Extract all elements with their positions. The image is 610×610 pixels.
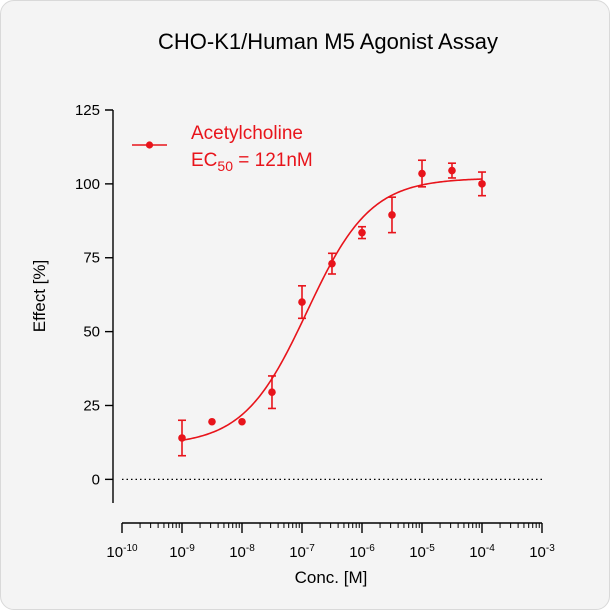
y-tick-label: 0 xyxy=(92,471,100,488)
y-tick-label: 25 xyxy=(83,397,100,414)
x-tick-label-exponent: -9 xyxy=(186,543,195,554)
legend-ec50: EC50 = 121nM xyxy=(191,150,313,174)
data-point xyxy=(178,419,186,457)
data-marker xyxy=(208,417,216,426)
data-marker xyxy=(178,434,186,442)
legend: Acetylcholine EC50 = 121nM xyxy=(132,123,313,174)
y-axis-label: Effect [%] xyxy=(30,260,49,332)
x-tick-label-base: 10 xyxy=(289,544,306,561)
x-axis-label: Conc. [M] xyxy=(295,568,368,587)
legend-ec50-prefix: EC xyxy=(191,150,217,171)
x-tick-label-exponent: -10 xyxy=(123,543,138,554)
data-point xyxy=(238,417,246,426)
data-marker xyxy=(358,228,366,237)
data-point xyxy=(298,285,306,320)
data-point xyxy=(418,159,426,188)
x-tick-label: 10-4 xyxy=(469,543,495,561)
x-tick-label: 10-8 xyxy=(229,543,255,561)
data-marker xyxy=(418,169,426,178)
y-tick-label: 50 xyxy=(83,324,100,341)
y-tick-label: 75 xyxy=(83,250,100,267)
x-tick-label-exponent: -8 xyxy=(246,543,255,554)
x-tick-label-exponent: -3 xyxy=(546,543,555,554)
data-marker xyxy=(268,388,276,396)
data-marker xyxy=(298,298,306,306)
x-tick-label-base: 10 xyxy=(106,544,123,561)
data-point xyxy=(387,196,396,234)
x-tick-label-base: 10 xyxy=(229,544,246,561)
data-point xyxy=(358,225,366,240)
data-marker xyxy=(448,166,456,175)
x-tick-label-exponent: -6 xyxy=(366,543,375,554)
legend-ec50-subscript: 50 xyxy=(217,158,233,174)
data-marker xyxy=(238,417,246,426)
x-tick-label: 10-7 xyxy=(289,543,315,561)
x-tick-label: 10-10 xyxy=(106,543,138,561)
y-tick-label: 100 xyxy=(75,176,100,193)
x-tick-label: 10-3 xyxy=(529,543,555,561)
x-tick-label-base: 10 xyxy=(469,544,486,561)
data-marker xyxy=(478,180,486,188)
x-tick-label: 10-6 xyxy=(349,543,375,561)
data-point xyxy=(208,417,216,426)
x-tick-label: 10-5 xyxy=(409,543,435,561)
legend-marker xyxy=(145,141,154,149)
data-point xyxy=(447,162,456,179)
x-tick-label-base: 10 xyxy=(169,544,186,561)
data-marker xyxy=(328,259,336,268)
data-marker xyxy=(388,211,396,219)
x-tick-label-base: 10 xyxy=(529,544,546,561)
data-point xyxy=(327,252,336,275)
x-tick-label-exponent: -7 xyxy=(306,543,315,554)
fit-curve xyxy=(181,178,483,442)
data-point xyxy=(267,375,276,410)
data-point xyxy=(478,171,486,197)
x-tick-label: 10-9 xyxy=(169,543,195,561)
y-tick-label: 125 xyxy=(75,102,100,119)
fit-curve-group xyxy=(181,178,483,442)
x-tick-label-base: 10 xyxy=(349,544,366,561)
x-tick-label-base: 10 xyxy=(409,544,426,561)
data-points-group xyxy=(178,159,486,457)
x-tick-label-exponent: -5 xyxy=(426,543,435,554)
legend-ec50-value: = 121nM xyxy=(233,150,313,171)
chart-title: CHO-K1/Human M5 Agonist Assay xyxy=(158,29,498,54)
legend-series-name: Acetylcholine xyxy=(191,123,303,144)
x-tick-label-exponent: -4 xyxy=(486,543,495,554)
